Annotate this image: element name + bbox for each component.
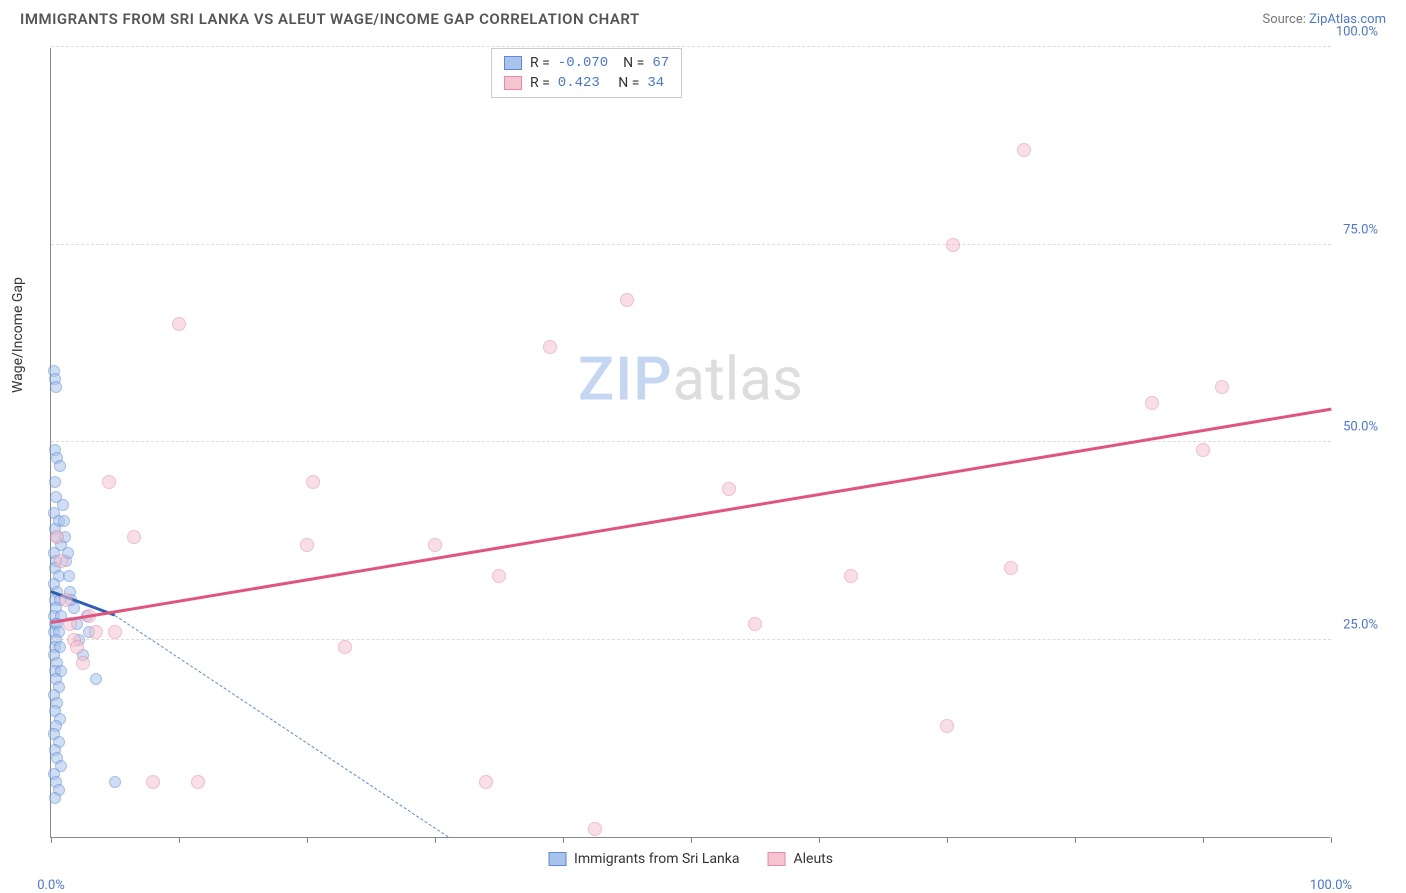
legend-item-2: Aleuts	[767, 851, 832, 867]
scatter-point	[54, 460, 66, 472]
scatter-point	[1004, 561, 1018, 575]
scatter-point	[479, 775, 493, 789]
scatter-point	[70, 640, 84, 654]
scatter-point	[588, 822, 602, 836]
x-tick	[819, 837, 820, 843]
scatter-point	[63, 570, 75, 582]
scatter-point	[49, 476, 61, 488]
scatter-point	[109, 776, 121, 788]
scatter-point	[54, 554, 68, 568]
scatter-point	[722, 482, 736, 496]
x-tick	[947, 837, 948, 843]
legend-swatch-2	[504, 76, 522, 90]
x-tick	[435, 837, 436, 843]
scatter-point	[946, 238, 960, 252]
legend-swatch-1	[504, 56, 522, 70]
x-tick-label: 0.0%	[37, 878, 65, 893]
legend-bottom-swatch-1	[548, 852, 566, 866]
series-legend: Immigrants from Sri Lanka Aleuts	[548, 851, 833, 867]
scatter-point	[172, 317, 186, 331]
scatter-point	[89, 625, 103, 639]
x-tick	[1075, 837, 1076, 843]
scatter-point	[146, 775, 160, 789]
plot-area: ZIPatlas R = -0.070 N = 67 R = 0.423 N =…	[50, 48, 1330, 838]
legend-row-series-1: R = -0.070 N = 67	[504, 53, 669, 73]
x-tick	[51, 837, 52, 843]
trend-line	[115, 615, 448, 837]
y-axis-label: Wage/Income Gap	[10, 277, 26, 393]
scatter-point	[492, 569, 506, 583]
scatter-point	[306, 475, 320, 489]
legend-item-1: Immigrants from Sri Lanka	[548, 851, 739, 867]
x-tick-label: 100.0%	[1310, 878, 1352, 893]
scatter-point	[844, 569, 858, 583]
scatter-point	[57, 499, 69, 511]
chart-container: Wage/Income Gap ZIPatlas R = -0.070 N = …	[50, 48, 1380, 838]
y-tick-label: 100.0%	[1336, 25, 1378, 40]
scatter-point	[620, 293, 634, 307]
x-tick	[307, 837, 308, 843]
scatter-point	[58, 515, 70, 527]
scatter-point	[1017, 143, 1031, 157]
scatter-point	[50, 530, 64, 544]
y-tick-label: 75.0%	[1343, 222, 1378, 237]
scatter-point	[748, 617, 762, 631]
scatter-point	[1215, 380, 1229, 394]
x-tick	[563, 837, 564, 843]
scatter-point	[49, 792, 61, 804]
legend-bottom-swatch-2	[767, 852, 785, 866]
scatter-point	[50, 381, 62, 393]
correlation-legend: R = -0.070 N = 67 R = 0.423 N = 34	[491, 48, 682, 98]
scatter-point	[1196, 443, 1210, 457]
x-tick	[1203, 837, 1204, 843]
chart-title: IMMIGRANTS FROM SRI LANKA VS ALEUT WAGE/…	[20, 10, 640, 28]
scatter-point	[191, 775, 205, 789]
gridline-h	[51, 639, 1331, 640]
scatter-point	[90, 673, 102, 685]
x-tick	[691, 837, 692, 843]
legend-row-series-2: R = 0.423 N = 34	[504, 73, 669, 93]
scatter-point	[108, 625, 122, 639]
scatter-point	[127, 530, 141, 544]
scatter-point	[102, 475, 116, 489]
x-tick	[1331, 837, 1332, 843]
scatter-point	[940, 719, 954, 733]
x-tick	[179, 837, 180, 843]
scatter-point	[338, 640, 352, 654]
scatter-point	[76, 656, 90, 670]
y-tick-label: 25.0%	[1343, 617, 1378, 632]
y-tick-label: 50.0%	[1343, 420, 1378, 435]
scatter-point	[1145, 396, 1159, 410]
scatter-point	[543, 340, 557, 354]
gridline-h	[51, 244, 1331, 245]
gridline-h	[51, 46, 1331, 47]
watermark: ZIPatlas	[578, 344, 803, 415]
scatter-point	[300, 538, 314, 552]
scatter-point	[59, 593, 73, 607]
scatter-point	[428, 538, 442, 552]
chart-header: IMMIGRANTS FROM SRI LANKA VS ALEUT WAGE/…	[0, 0, 1406, 36]
